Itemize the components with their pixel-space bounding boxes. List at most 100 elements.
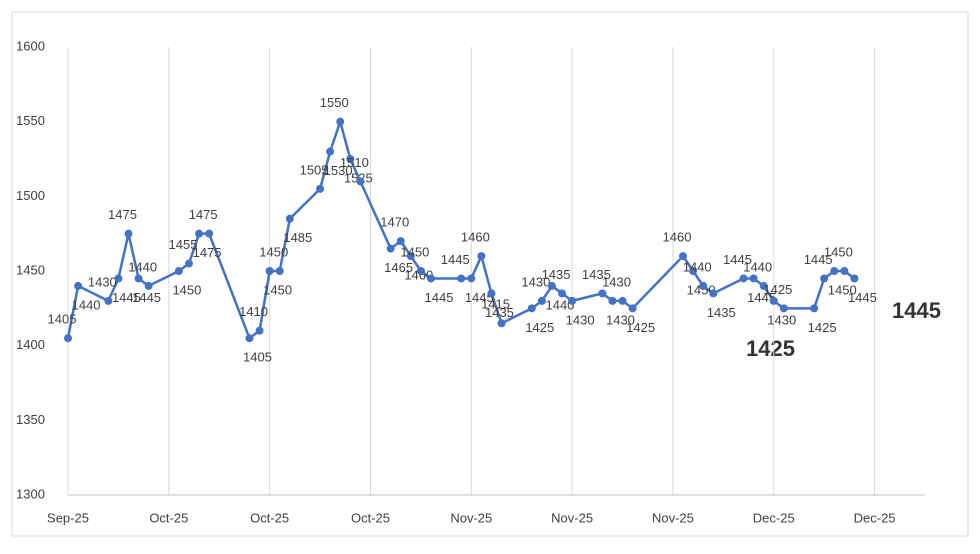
data-label: 1435: [707, 305, 736, 320]
marker: [346, 155, 355, 163]
y-tick-label: 1550: [16, 113, 45, 128]
x-tick-label: Oct-25: [149, 510, 188, 525]
marker: [285, 214, 294, 223]
marker: [618, 296, 627, 305]
marker: [124, 229, 133, 238]
marker: [568, 296, 577, 305]
marker: [275, 267, 284, 275]
data-label: 1465: [384, 260, 413, 275]
data-label: 1430: [566, 312, 595, 327]
data-label: 1450: [259, 244, 288, 259]
data-label: 1525: [344, 170, 373, 185]
data-label: 1440: [683, 259, 712, 274]
data-label: 1440: [72, 297, 101, 312]
y-tick-label: 1450: [16, 262, 45, 277]
data-label: 1425: [626, 320, 655, 335]
annotation: 1445: [892, 298, 941, 323]
marker: [699, 281, 708, 290]
data-label: 1405: [243, 350, 272, 365]
marker: [739, 274, 748, 283]
marker: [144, 281, 153, 290]
marker: [326, 147, 335, 156]
marker: [467, 274, 476, 283]
marker: [265, 267, 274, 275]
data-label: 1445: [132, 290, 161, 305]
data-label: 1470: [380, 215, 409, 230]
data-label: 1445: [425, 290, 454, 305]
marker: [316, 184, 325, 193]
annotation: 1425: [746, 336, 795, 361]
marker: [487, 289, 496, 298]
data-label: 1445: [848, 290, 877, 305]
marker: [598, 289, 607, 298]
data-label: 1550: [320, 95, 349, 110]
x-tick-label: Nov-25: [450, 510, 492, 525]
data-label: 1435: [485, 305, 514, 320]
marker: [689, 267, 698, 275]
marker: [497, 319, 506, 328]
marker: [336, 117, 345, 126]
data-label: 1415: [481, 297, 510, 312]
marker: [477, 252, 486, 261]
marker: [709, 289, 718, 298]
marker: [205, 229, 214, 238]
marker: [769, 296, 778, 305]
data-label: 1475: [189, 207, 218, 222]
data-label: 1505: [300, 162, 329, 177]
x-tick-label: Sep-25: [47, 510, 89, 525]
x-tick-label: Dec-25: [854, 510, 896, 525]
data-label: 1450: [172, 282, 201, 297]
data-label: 1450: [824, 244, 853, 259]
data-label: 1430: [606, 312, 635, 327]
marker: [840, 267, 849, 275]
marker: [134, 274, 143, 283]
marker: [245, 334, 254, 343]
marker: [426, 274, 435, 283]
data-label: 1450: [687, 282, 716, 297]
marker: [820, 274, 829, 283]
data-label: 1430: [88, 274, 117, 289]
data-label: 1435: [582, 267, 611, 282]
marker: [64, 334, 72, 343]
marker: [104, 296, 113, 305]
data-label: 1485: [283, 230, 312, 245]
y-tick-label: 1600: [16, 38, 45, 53]
data-label: 1450: [400, 244, 429, 259]
y-tick-label: 1500: [16, 188, 45, 203]
data-label: 1440: [743, 259, 772, 274]
marker: [850, 274, 859, 283]
y-tick-label: 1300: [16, 486, 45, 501]
marker: [114, 274, 123, 283]
marker: [547, 281, 556, 290]
y-tick-label: 1400: [16, 337, 45, 352]
data-label: 1440: [128, 259, 157, 274]
data-label: 1445: [112, 290, 141, 305]
data-label: 1445: [441, 252, 470, 267]
marker: [356, 177, 365, 186]
marker: [74, 281, 83, 290]
data-label: 1460: [461, 230, 490, 245]
data-label: 1445: [723, 252, 752, 267]
marker: [759, 281, 768, 290]
x-tick-label: Oct-25: [351, 510, 390, 525]
data-label: 1455: [169, 237, 198, 252]
data-label: 1475: [193, 245, 222, 260]
marker: [396, 237, 405, 246]
marker: [749, 274, 758, 283]
data-label: 1450: [263, 282, 292, 297]
x-tick-label: Nov-25: [551, 510, 593, 525]
data-label: 1430: [767, 312, 796, 327]
marker: [184, 259, 193, 268]
x-tick-label: Oct-25: [250, 510, 289, 525]
data-label: 1425: [763, 282, 792, 297]
marker: [406, 252, 415, 261]
data-label: 1510: [340, 155, 369, 170]
x-tick-label: Dec-25: [753, 510, 795, 525]
marker: [255, 326, 264, 335]
data-label: 1460: [404, 268, 433, 283]
marker: [174, 267, 183, 275]
data-label: 1445: [465, 290, 494, 305]
marker: [386, 244, 395, 253]
marker: [457, 274, 466, 283]
marker: [810, 304, 819, 313]
